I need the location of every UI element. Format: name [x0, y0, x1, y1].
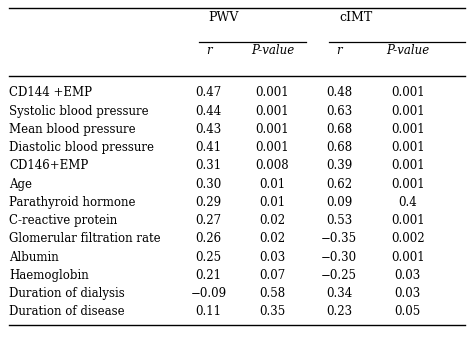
- Text: 0.34: 0.34: [326, 287, 352, 300]
- Text: 0.25: 0.25: [195, 251, 222, 264]
- Text: 0.68: 0.68: [326, 123, 352, 136]
- Text: 0.43: 0.43: [195, 123, 222, 136]
- Text: 0.44: 0.44: [195, 105, 222, 118]
- Text: 0.02: 0.02: [259, 214, 286, 227]
- Text: 0.09: 0.09: [326, 196, 352, 209]
- Text: 0.4: 0.4: [398, 196, 417, 209]
- Text: 0.31: 0.31: [195, 160, 222, 172]
- Text: 0.001: 0.001: [391, 178, 424, 191]
- Text: 0.27: 0.27: [195, 214, 222, 227]
- Text: Diastolic blood pressure: Diastolic blood pressure: [9, 141, 155, 154]
- Text: 0.58: 0.58: [259, 287, 286, 300]
- Text: Mean blood pressure: Mean blood pressure: [9, 123, 136, 136]
- Text: Glomerular filtration rate: Glomerular filtration rate: [9, 233, 161, 245]
- Text: 0.001: 0.001: [256, 87, 289, 99]
- Text: Haemoglobin: Haemoglobin: [9, 269, 89, 282]
- Text: cIMT: cIMT: [339, 11, 372, 24]
- Text: 0.002: 0.002: [391, 233, 424, 245]
- Text: 0.30: 0.30: [195, 178, 222, 191]
- Text: P-value: P-value: [386, 45, 429, 57]
- Text: 0.001: 0.001: [256, 123, 289, 136]
- Text: Parathyroid hormone: Parathyroid hormone: [9, 196, 136, 209]
- Text: 0.29: 0.29: [195, 196, 222, 209]
- Text: CD144 +EMP: CD144 +EMP: [9, 87, 92, 99]
- Text: 0.39: 0.39: [326, 160, 352, 172]
- Text: 0.62: 0.62: [326, 178, 352, 191]
- Text: 0.001: 0.001: [256, 105, 289, 118]
- Text: 0.21: 0.21: [196, 269, 221, 282]
- Text: 0.001: 0.001: [391, 123, 424, 136]
- Text: 0.41: 0.41: [195, 141, 222, 154]
- Text: 0.01: 0.01: [259, 178, 286, 191]
- Text: r: r: [336, 45, 342, 57]
- Text: −0.35: −0.35: [321, 233, 357, 245]
- Text: 0.47: 0.47: [195, 87, 222, 99]
- Text: 0.001: 0.001: [256, 141, 289, 154]
- Text: Albumin: Albumin: [9, 251, 59, 264]
- Text: 0.03: 0.03: [394, 287, 421, 300]
- Text: C-reactive protein: C-reactive protein: [9, 214, 118, 227]
- Text: Duration of disease: Duration of disease: [9, 306, 125, 318]
- Text: 0.03: 0.03: [394, 269, 421, 282]
- Text: 0.23: 0.23: [326, 306, 352, 318]
- Text: 0.02: 0.02: [259, 233, 286, 245]
- Text: 0.11: 0.11: [196, 306, 221, 318]
- Text: 0.001: 0.001: [391, 141, 424, 154]
- Text: 0.001: 0.001: [391, 160, 424, 172]
- Text: 0.53: 0.53: [326, 214, 352, 227]
- Text: 0.01: 0.01: [259, 196, 286, 209]
- Text: 0.26: 0.26: [195, 233, 222, 245]
- Text: 0.001: 0.001: [391, 251, 424, 264]
- Text: 0.008: 0.008: [256, 160, 289, 172]
- Text: Age: Age: [9, 178, 33, 191]
- Text: Duration of dialysis: Duration of dialysis: [9, 287, 125, 300]
- Text: −0.30: −0.30: [321, 251, 357, 264]
- Text: 0.03: 0.03: [259, 251, 286, 264]
- Text: 0.63: 0.63: [326, 105, 352, 118]
- Text: Systolic blood pressure: Systolic blood pressure: [9, 105, 149, 118]
- Text: r: r: [206, 45, 211, 57]
- Text: −0.09: −0.09: [191, 287, 227, 300]
- Text: 0.07: 0.07: [259, 269, 286, 282]
- Text: 0.35: 0.35: [259, 306, 286, 318]
- Text: 0.68: 0.68: [326, 141, 352, 154]
- Text: PWV: PWV: [209, 11, 239, 24]
- Text: 0.001: 0.001: [391, 214, 424, 227]
- Text: 0.05: 0.05: [394, 306, 421, 318]
- Text: 0.001: 0.001: [391, 87, 424, 99]
- Text: P-value: P-value: [251, 45, 294, 57]
- Text: CD146+EMP: CD146+EMP: [9, 160, 89, 172]
- Text: 0.001: 0.001: [391, 105, 424, 118]
- Text: 0.48: 0.48: [326, 87, 352, 99]
- Text: −0.25: −0.25: [321, 269, 357, 282]
